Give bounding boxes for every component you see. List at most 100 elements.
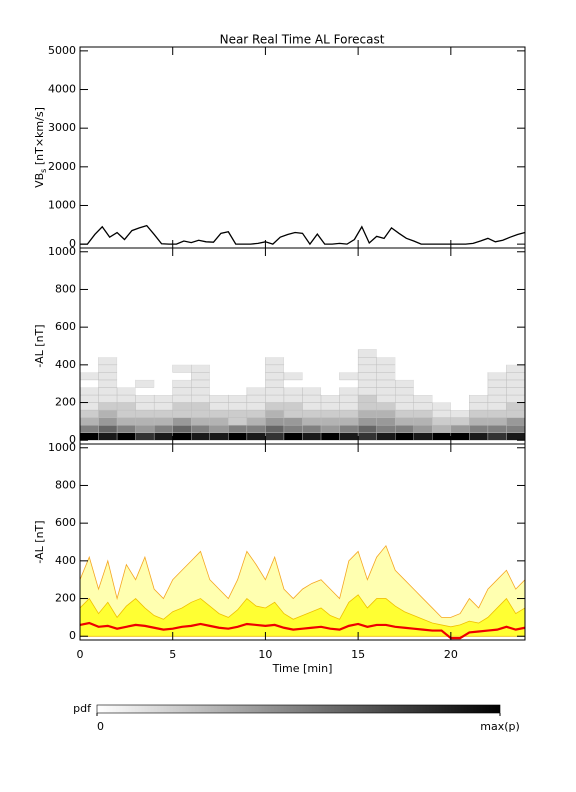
heatmap-cell [265,357,285,366]
heatmap-cell [432,372,451,380]
heatmap-cell [357,357,377,366]
heatmap-cell [79,432,99,441]
heatmap-cell [357,372,377,381]
heatmap-cell [116,424,136,433]
y-axis-label: -AL [nT] [33,324,46,367]
heatmap-cell [450,409,470,418]
heatmap-cell [79,409,99,418]
heatmap-cell [228,402,248,411]
heatmap-cell [265,379,285,388]
heatmap-cell [376,379,396,388]
x-tick-label: 0 [77,648,84,661]
heatmap-cell [339,357,359,365]
heatmap-cell [153,424,173,433]
heatmap-cell [450,387,470,395]
heatmap-cell [246,424,266,433]
heatmap-cell [450,379,470,388]
heatmap-cell [228,379,247,388]
heatmap-cell [98,379,118,388]
heatmap-cell [487,402,507,411]
heatmap-cell [450,364,470,373]
heatmap-cell [487,424,507,433]
heatmap-cell [357,417,377,426]
heatmap-cell [432,387,451,395]
heatmap-cell [154,379,173,388]
heatmap-cell [135,387,155,395]
heatmap-cell [265,432,285,441]
heatmap-cell [321,349,340,358]
heatmap-cell [191,432,210,441]
heatmap-cell [116,387,136,396]
heatmap-cell [413,349,433,358]
heatmap-cell [376,424,396,433]
y-tick-label: 600 [55,516,76,529]
heatmap-cell [80,357,99,365]
heatmap-cell [117,379,136,388]
heatmap-cell [135,432,155,441]
heatmap-cell [357,402,377,411]
heatmap-cell [265,417,285,426]
heatmap-cell [283,364,303,373]
heatmap-cell [172,409,192,418]
heatmap-cell [116,417,136,426]
heatmap-cell [432,432,452,441]
heatmap-cell [135,417,155,426]
heatmap-cell [376,357,396,366]
heatmap-cell [265,402,285,411]
heatmap-cell [395,424,414,433]
heatmap-cell [246,349,266,358]
heatmap-cell [395,402,414,411]
panel [80,224,526,246]
heatmap-cell [376,364,396,373]
heatmap-cell [209,417,229,426]
heatmap-cell [469,432,489,441]
heatmap-cell [469,417,489,426]
heatmap-cell [79,417,99,426]
heatmap-cell [191,394,210,403]
y-tick-label: 5000 [48,44,76,57]
heatmap-cell [228,364,247,373]
heatmap-cell [413,432,433,441]
y-label-sub: s [39,169,48,173]
chart-title: Near Real Time AL Forecast [220,33,385,47]
heatmap-cell [357,379,377,388]
heatmap-cell [395,364,414,373]
heatmap-cell [135,357,155,365]
heatmap-cell [153,409,173,418]
heatmap-cell [302,372,322,380]
heatmap-cell [469,364,488,373]
heatmap-cell [302,379,322,388]
heatmap-cell [246,402,266,411]
heatmap-cell [98,409,118,418]
heatmap-cell [339,349,359,358]
heatmap-cell [506,364,526,373]
heatmap-cell [246,417,266,426]
heatmap-cell [469,394,489,403]
heatmap-cell [469,379,488,388]
heatmap-cell [302,424,322,433]
heatmap-cell [450,372,470,380]
colorbar-tick-label: 0 [97,720,104,733]
y-tick-label: 1000 [48,441,76,454]
heatmap-cell [191,349,210,358]
heatmap-cell [246,387,266,396]
panel [79,349,526,441]
data-line [80,224,526,246]
heatmap-cell [395,409,414,418]
heatmap-cell [154,349,173,358]
heatmap-cell [413,424,433,433]
heatmap-cell [98,402,118,411]
heatmap-cell [154,357,173,365]
heatmap-cell [116,409,136,418]
heatmap-cell [209,349,229,358]
heatmap-cell [246,357,266,365]
y-tick-label: 200 [55,396,76,409]
y-tick-label: 3000 [48,121,76,134]
heatmap-cell [209,424,229,433]
heatmap-cell [265,372,285,381]
heatmap-cell [135,424,155,433]
heatmap-cell [395,394,414,403]
heatmap-cell [339,394,359,403]
heatmap-cell [98,372,118,381]
y-tick-label: 2000 [48,160,76,173]
